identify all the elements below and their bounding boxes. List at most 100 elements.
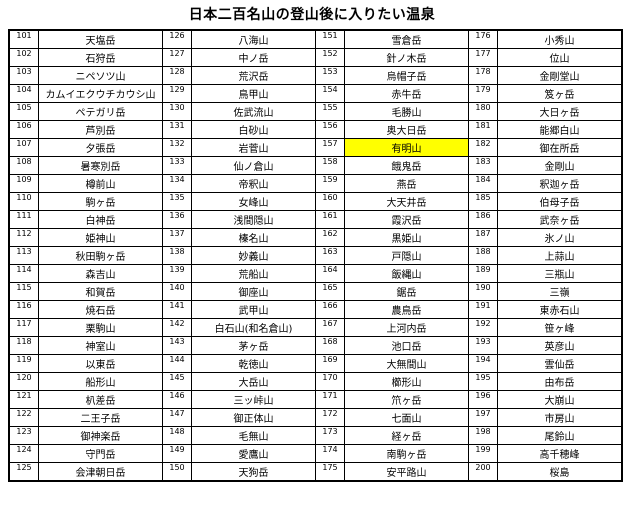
mountain-name-cell[interactable]: 黒姫山 [344, 228, 469, 247]
mountain-name-cell[interactable]: 愛鷹山 [191, 444, 316, 463]
mountain-name-cell[interactable]: 大岳山 [191, 372, 316, 391]
mountain-name-cell-highlighted[interactable]: 有明山 [344, 138, 469, 157]
mountain-name-cell[interactable]: 暑寒別岳 [38, 156, 163, 175]
mountain-name-cell[interactable]: 金剛山 [497, 156, 623, 175]
mountain-name-cell[interactable]: 市房山 [497, 408, 623, 427]
mountain-name-cell[interactable]: 以東岳 [38, 354, 163, 373]
mountain-name-cell[interactable]: 三ッ峠山 [191, 390, 316, 409]
mountain-name-cell[interactable]: 姫神山 [38, 228, 163, 247]
mountain-name-cell[interactable]: 英彦山 [497, 336, 623, 355]
mountain-name-cell[interactable]: 釈迦ヶ岳 [497, 174, 623, 193]
mountain-name-cell[interactable]: 中ノ岳 [191, 48, 316, 67]
mountain-name-cell[interactable]: 笊ヶ岳 [344, 390, 469, 409]
mountain-name-cell[interactable]: 白石山(和名倉山) [191, 318, 316, 337]
mountain-name-cell[interactable]: 池口岳 [344, 336, 469, 355]
mountain-name-cell[interactable]: 仙ノ倉山 [191, 156, 316, 175]
mountain-name-cell[interactable]: 経ヶ岳 [344, 426, 469, 445]
mountain-name-cell[interactable]: 高千穂峰 [497, 444, 623, 463]
mountain-name-cell[interactable]: ペテガリ岳 [38, 102, 163, 121]
mountain-name-cell[interactable]: 飯縄山 [344, 264, 469, 283]
mountain-name-cell[interactable]: 白神岳 [38, 210, 163, 229]
mountain-name-cell[interactable]: 武奈ヶ岳 [497, 210, 623, 229]
mountain-name-cell[interactable]: 餓鬼岳 [344, 156, 469, 175]
mountain-name-cell[interactable]: 会津朝日岳 [38, 462, 163, 482]
mountain-name-cell[interactable]: 二王子岳 [38, 408, 163, 427]
mountain-name-cell[interactable]: 位山 [497, 48, 623, 67]
mountain-name-cell[interactable]: 佐武流山 [191, 102, 316, 121]
mountain-name-cell[interactable]: 御正体山 [191, 408, 316, 427]
mountain-name-cell[interactable]: 和賀岳 [38, 282, 163, 301]
mountain-name-cell[interactable]: 奥大日岳 [344, 120, 469, 139]
mountain-name-cell[interactable]: 榛名山 [191, 228, 316, 247]
mountain-name-cell[interactable]: 農鳥岳 [344, 300, 469, 319]
mountain-name-cell[interactable]: 帝釈山 [191, 174, 316, 193]
mountain-name-cell[interactable]: 能郷白山 [497, 120, 623, 139]
mountain-name-cell[interactable]: 伯母子岳 [497, 192, 623, 211]
mountain-name-cell[interactable]: 東赤石山 [497, 300, 623, 319]
mountain-name-cell[interactable]: 笈ヶ岳 [497, 84, 623, 103]
mountain-name-cell[interactable]: 守門岳 [38, 444, 163, 463]
mountain-name-cell[interactable]: 荒船山 [191, 264, 316, 283]
mountain-name-cell[interactable]: 御神楽岳 [38, 426, 163, 445]
mountain-name-cell[interactable]: 三嶺 [497, 282, 623, 301]
mountain-name-cell[interactable]: 毛無山 [191, 426, 316, 445]
mountain-name-cell[interactable]: 七面山 [344, 408, 469, 427]
mountain-name-cell[interactable]: 八海山 [191, 29, 316, 49]
mountain-name-cell[interactable]: 三瓶山 [497, 264, 623, 283]
mountain-name-cell[interactable]: 鋸岳 [344, 282, 469, 301]
mountain-name-cell[interactable]: 戸隠山 [344, 246, 469, 265]
mountain-name-cell[interactable]: 燕岳 [344, 174, 469, 193]
mountain-name-cell[interactable]: 栗駒山 [38, 318, 163, 337]
mountain-name-cell[interactable]: 神室山 [38, 336, 163, 355]
mountain-name-cell[interactable]: 小秀山 [497, 29, 623, 49]
mountain-name-cell[interactable]: 御在所岳 [497, 138, 623, 157]
mountain-name-cell[interactable]: 大天井岳 [344, 192, 469, 211]
mountain-name-cell[interactable]: 大崩山 [497, 390, 623, 409]
mountain-name-cell[interactable]: 雲仙岳 [497, 354, 623, 373]
mountain-name-cell[interactable]: 樽前山 [38, 174, 163, 193]
mountain-name-cell[interactable]: 笹ヶ峰 [497, 318, 623, 337]
mountain-name-cell[interactable]: 毛勝山 [344, 102, 469, 121]
mountain-name-cell[interactable]: 乾徳山 [191, 354, 316, 373]
mountain-name-cell[interactable]: 荒沢岳 [191, 66, 316, 85]
mountain-name-cell[interactable]: 妙義山 [191, 246, 316, 265]
mountain-name-cell[interactable]: 烏帽子岳 [344, 66, 469, 85]
mountain-name-cell[interactable]: カムイエクウチカウシ山 [38, 84, 163, 103]
mountain-name-cell[interactable]: 天狗岳 [191, 462, 316, 482]
mountain-name-cell[interactable]: 茅ヶ岳 [191, 336, 316, 355]
mountain-name-cell[interactable]: 朳差岳 [38, 390, 163, 409]
mountain-name-cell[interactable]: 由布岳 [497, 372, 623, 391]
mountain-name-cell[interactable]: 大無間山 [344, 354, 469, 373]
mountain-name-cell[interactable]: 石狩岳 [38, 48, 163, 67]
mountain-name-cell[interactable]: ニペソツ山 [38, 66, 163, 85]
mountain-name-cell[interactable]: 桜島 [497, 462, 623, 482]
mountain-name-cell[interactable]: 金剛堂山 [497, 66, 623, 85]
mountain-name-cell[interactable]: 赤牛岳 [344, 84, 469, 103]
mountain-name-cell[interactable]: 鳥甲山 [191, 84, 316, 103]
mountain-name-cell[interactable]: 岩菅山 [191, 138, 316, 157]
mountain-name-cell[interactable]: 南駒ヶ岳 [344, 444, 469, 463]
mountain-name-cell[interactable]: 霞沢岳 [344, 210, 469, 229]
mountain-name-cell[interactable]: 森吉山 [38, 264, 163, 283]
mountain-name-cell[interactable]: 浅間隠山 [191, 210, 316, 229]
mountain-name-cell[interactable]: 白砂山 [191, 120, 316, 139]
mountain-name-cell[interactable]: 夕張岳 [38, 138, 163, 157]
mountain-name-cell[interactable]: 針ノ木岳 [344, 48, 469, 67]
mountain-name-cell[interactable]: 御座山 [191, 282, 316, 301]
mountain-name-cell[interactable]: 駒ヶ岳 [38, 192, 163, 211]
mountain-name-cell[interactable]: 大日ヶ岳 [497, 102, 623, 121]
mountain-name-cell[interactable]: 尾鈴山 [497, 426, 623, 445]
mountain-name-cell[interactable]: 上河内岳 [344, 318, 469, 337]
mountain-name-cell[interactable]: 雪倉岳 [344, 29, 469, 49]
mountain-name-cell[interactable]: 氷ノ山 [497, 228, 623, 247]
mountain-name-cell[interactable]: 武甲山 [191, 300, 316, 319]
mountain-name-cell[interactable]: 秋田駒ヶ岳 [38, 246, 163, 265]
mountain-name-cell[interactable]: 櫛形山 [344, 372, 469, 391]
mountain-name-cell[interactable]: 安平路山 [344, 462, 469, 482]
mountain-name-cell[interactable]: 女峰山 [191, 192, 316, 211]
mountain-name-cell[interactable]: 上蒜山 [497, 246, 623, 265]
mountain-name-cell[interactable]: 天塩岳 [38, 29, 163, 49]
mountain-name-cell[interactable]: 芦別岳 [38, 120, 163, 139]
mountain-name-cell[interactable]: 焼石岳 [38, 300, 163, 319]
mountain-name-cell[interactable]: 船形山 [38, 372, 163, 391]
